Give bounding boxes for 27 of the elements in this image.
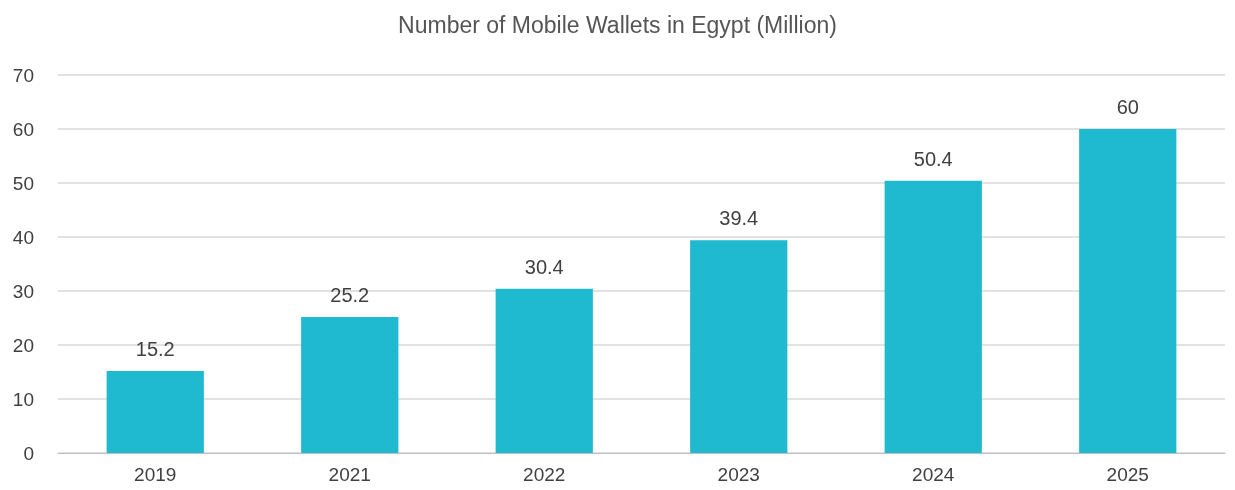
y-tick-label: 60 — [12, 118, 34, 140]
data-label: 50.4 — [913, 147, 953, 170]
bar — [106, 370, 204, 453]
bar — [1079, 129, 1177, 453]
data-label: 60 — [1116, 96, 1139, 118]
y-tick-label: 50 — [12, 172, 34, 194]
bar — [690, 240, 788, 453]
chart-title: Number of Mobile Wallets in Egypt (Million) — [398, 11, 837, 38]
x-tick-label: 2019 — [134, 464, 177, 485]
y-tick-label: 10 — [12, 388, 34, 410]
data-label: 15.2 — [135, 337, 175, 360]
x-tick-label: 2021 — [328, 464, 371, 485]
x-tick-label: 2025 — [1106, 464, 1149, 485]
data-label: 39.4 — [719, 207, 759, 230]
data-label: 30.4 — [524, 255, 564, 278]
bar — [884, 180, 982, 453]
bar — [495, 288, 593, 453]
data-label: 25.2 — [330, 283, 370, 306]
x-tick-label: 2024 — [912, 464, 955, 485]
y-tick-label: 20 — [12, 334, 34, 356]
x-tick-label: 2022 — [523, 464, 566, 485]
x-tick-label: 2023 — [717, 464, 760, 485]
y-tick-label: 70 — [12, 64, 34, 86]
bar — [301, 316, 399, 453]
y-tick-label: 0 — [23, 442, 34, 464]
y-tick-label: 30 — [12, 280, 34, 302]
y-tick-label: 40 — [12, 226, 34, 248]
